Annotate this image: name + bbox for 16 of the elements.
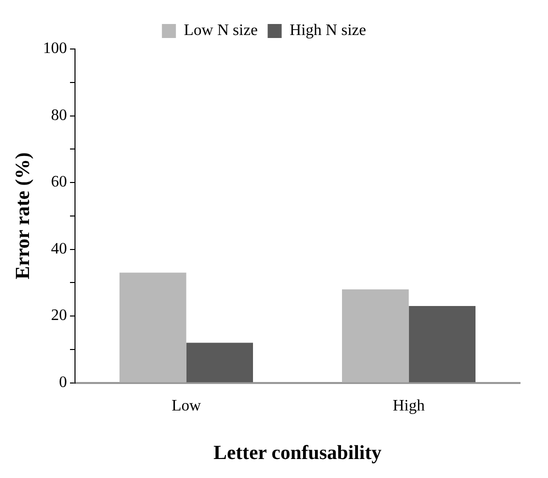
y-axis-title: Error rate (%) xyxy=(12,152,34,280)
bar xyxy=(342,289,409,382)
y-tick-label: 20 xyxy=(51,307,67,324)
y-tick-label: 60 xyxy=(51,174,67,191)
legend-label: High N size xyxy=(290,22,366,40)
y-tick-label: 0 xyxy=(59,374,67,392)
x-tick-label: High xyxy=(392,398,425,415)
bar xyxy=(186,342,253,382)
bar xyxy=(120,272,186,382)
y-tick-label: 40 xyxy=(51,240,67,258)
y-tick-label: 80 xyxy=(51,106,67,124)
x-axis-title: Letter confusability xyxy=(214,442,382,464)
x-tick-label: Low xyxy=(172,398,202,415)
y-tick-label: 100 xyxy=(43,40,67,58)
bar xyxy=(408,306,476,382)
legend-label: Low N size xyxy=(184,22,258,40)
